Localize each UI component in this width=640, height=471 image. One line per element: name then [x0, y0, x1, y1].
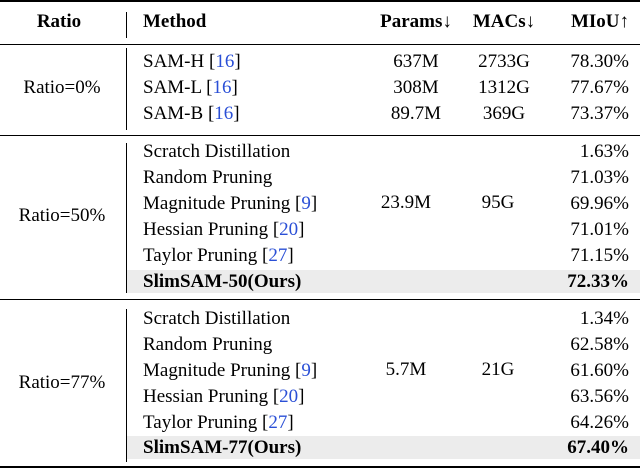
miou-cell: 64.26%	[570, 412, 629, 433]
method-cell: Scratch Distillation	[143, 308, 291, 329]
method-cell: Hessian Pruning [20]	[143, 386, 305, 407]
slimsam-50-miou: 72.33%	[567, 271, 629, 292]
miou-cell: 71.15%	[570, 245, 629, 266]
top-rule	[0, 0, 640, 2]
miou-cell: 69.96%	[570, 193, 629, 214]
method-cell: SAM-B [16]	[143, 103, 240, 124]
method-cell: Taylor Pruning [27]	[143, 245, 294, 266]
slimsam-50-highlight	[127, 270, 640, 293]
group-1-rule	[0, 135, 640, 136]
group-2-separator	[126, 143, 127, 293]
header-rule	[0, 44, 640, 45]
macs-cell: 95G	[481, 192, 515, 213]
params-cell: 308M	[393, 77, 439, 98]
header-params: Params↓	[380, 11, 452, 32]
miou-cell: 71.01%	[570, 219, 629, 240]
params-cell: 637M	[393, 51, 439, 72]
header-ratio: Ratio	[36, 11, 82, 32]
slimsam-77-highlight	[127, 436, 640, 459]
slimsam-77-miou: 67.40%	[567, 437, 629, 458]
method-cell: Magnitude Pruning [9]	[143, 360, 318, 381]
method-cell: Magnitude Pruning [9]	[143, 193, 318, 214]
method-cell: SAM-L [16]	[143, 77, 238, 98]
method-cell: Random Pruning	[143, 167, 273, 188]
macs-cell: 1312G	[478, 77, 530, 98]
miou-cell: 61.60%	[570, 360, 629, 381]
group-ratio: Ratio=50%	[18, 205, 106, 226]
group-3-separator	[126, 309, 127, 462]
group-ratio: Ratio=77%	[18, 372, 106, 393]
miou-cell: 1.34%	[579, 308, 629, 329]
header-separator	[126, 12, 127, 38]
group-ratio: Ratio=0%	[23, 77, 101, 98]
slimsam-77-method: SlimSAM-77(Ours)	[143, 437, 302, 458]
miou-cell: 63.56%	[570, 386, 629, 407]
macs-cell: 21G	[481, 359, 515, 380]
method-cell: Hessian Pruning [20]	[143, 219, 305, 240]
miou-cell: 73.37%	[570, 103, 629, 124]
miou-cell: 71.03%	[570, 167, 629, 188]
method-cell: Random Pruning	[143, 334, 273, 355]
params-cell: 89.7M	[390, 103, 442, 124]
method-cell: Taylor Pruning [27]	[143, 412, 294, 433]
macs-cell: 369G	[482, 103, 526, 124]
group-1-separator	[126, 48, 127, 130]
miou-cell: 62.58%	[570, 334, 629, 355]
miou-cell: 77.67%	[570, 77, 629, 98]
params-cell: 23.9M	[380, 192, 432, 213]
bottom-rule	[0, 466, 640, 468]
macs-cell: 2733G	[478, 51, 530, 72]
miou-cell: 1.63%	[579, 141, 629, 162]
header-macs: MACs↓	[472, 11, 536, 32]
method-cell: Scratch Distillation	[143, 141, 291, 162]
header-miou: MIoU↑	[570, 11, 629, 32]
slimsam-50-method: SlimSAM-50(Ours)	[143, 271, 302, 292]
params-cell: 5.7M	[385, 359, 427, 380]
group-2-rule	[0, 299, 640, 300]
miou-cell: 78.30%	[570, 51, 629, 72]
method-cell: SAM-H [16]	[143, 51, 241, 72]
header-method: Method	[143, 11, 207, 32]
